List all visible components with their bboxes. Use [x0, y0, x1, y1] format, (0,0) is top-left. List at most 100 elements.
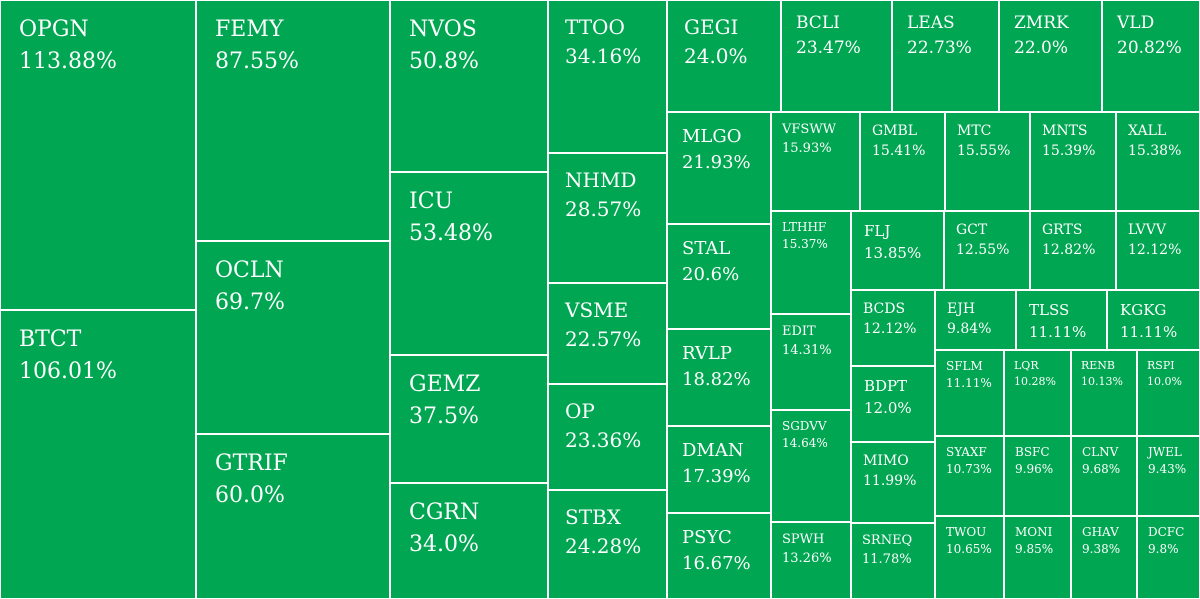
treemap-tile-mtc[interactable]: MTC 15.55%	[945, 112, 1030, 211]
treemap-tile-bdpt[interactable]: BDPT 12.0%	[851, 366, 935, 442]
treemap-tile-xall[interactable]: XALL 15.38%	[1116, 112, 1200, 211]
tile-symbol: GCT	[956, 222, 988, 238]
tile-symbol: LQR	[1014, 359, 1039, 372]
treemap-tile-zmrk[interactable]: ZMRK 22.0%	[999, 0, 1102, 112]
treemap-tile-spwh[interactable]: SPWH 13.26%	[771, 522, 851, 599]
treemap-tile-dman[interactable]: DMAN 17.39%	[667, 426, 771, 513]
tile-symbol: TLSS	[1029, 301, 1070, 319]
treemap-tile-twou[interactable]: TWOU 10.65%	[935, 516, 1004, 599]
tile-change: 20.82%	[1117, 37, 1182, 58]
tile-change: 9.8%	[1148, 542, 1179, 557]
treemap-tile-rvlp[interactable]: RVLP 18.82%	[667, 329, 771, 426]
treemap-tile-btct[interactable]: BTCT 106.01%	[0, 310, 196, 599]
treemap-tile-ttoo[interactable]: TTOO 34.16%	[548, 0, 667, 153]
tile-change: 60.0%	[215, 482, 285, 508]
treemap-tile-kgkg[interactable]: KGKG 11.11%	[1107, 290, 1200, 350]
treemap-tile-opgn[interactable]: OPGN 113.88%	[0, 0, 196, 310]
tile-change: 20.6%	[682, 264, 740, 286]
treemap-tile-nhmd[interactable]: NHMD 28.57%	[548, 153, 667, 283]
tile-change: 69.7%	[215, 289, 285, 315]
treemap-tile-bcds[interactable]: BCDS 12.12%	[851, 290, 935, 366]
tile-symbol: MONI	[1015, 525, 1053, 539]
treemap-tile-vsme[interactable]: VSME 22.57%	[548, 283, 667, 384]
tile-symbol: GRTS	[1042, 222, 1083, 238]
treemap-tile-sgdvv[interactable]: SGDVV 14.64%	[771, 410, 851, 522]
treemap-tile-gemz[interactable]: GEMZ 37.5%	[390, 355, 548, 483]
tile-symbol: PSYC	[682, 527, 732, 548]
treemap-tile-jwel[interactable]: JWEL 9.43%	[1137, 436, 1200, 516]
treemap-tile-dcfc[interactable]: DCFC 9.8%	[1137, 516, 1200, 599]
treemap-tile-vfsww[interactable]: VFSWW 15.93%	[771, 112, 860, 211]
treemap-tile-gegi[interactable]: GEGI 24.0%	[667, 0, 781, 112]
tile-change: 24.0%	[684, 44, 748, 68]
treemap-tile-gtrif[interactable]: GTRIF 60.0%	[196, 434, 390, 599]
tile-change: 87.55%	[215, 48, 299, 74]
tile-symbol: RVLP	[682, 343, 732, 364]
treemap-tile-ejh[interactable]: EJH 9.84%	[935, 290, 1016, 350]
tile-symbol: NVOS	[409, 17, 477, 42]
tile-change: 22.73%	[907, 37, 972, 58]
tile-change: 9.85%	[1015, 542, 1054, 557]
tile-symbol: GHAV	[1082, 525, 1119, 539]
tile-symbol: BCDS	[863, 301, 906, 317]
treemap-tile-vld[interactable]: VLD 20.82%	[1102, 0, 1200, 112]
tile-symbol: RENB	[1081, 359, 1116, 372]
tile-symbol: XALL	[1128, 123, 1167, 139]
tile-symbol: STBX	[565, 505, 621, 529]
treemap-tile-icu[interactable]: ICU 53.48%	[390, 172, 548, 355]
treemap-tile-nvos[interactable]: NVOS 50.8%	[390, 0, 548, 172]
tile-change: 12.0%	[864, 398, 912, 417]
tile-symbol: DMAN	[682, 440, 744, 461]
treemap-tile-leas[interactable]: LEAS 22.73%	[892, 0, 999, 112]
tile-symbol: BDPT	[864, 377, 908, 395]
tile-change: 12.12%	[863, 321, 917, 338]
tile-symbol: SFLM	[946, 359, 983, 373]
treemap-tile-flj[interactable]: FLJ 13.85%	[851, 211, 944, 290]
treemap-tile-mimo[interactable]: MIMO 11.99%	[851, 442, 935, 523]
treemap-tile-op[interactable]: OP 23.36%	[548, 384, 667, 490]
treemap-tile-rspi[interactable]: RSPI 10.0%	[1137, 350, 1200, 436]
treemap-tile-mlgo[interactable]: MLGO 21.93%	[667, 112, 771, 224]
treemap-tile-renb[interactable]: RENB 10.13%	[1071, 350, 1137, 436]
treemap-tile-psyc[interactable]: PSYC 16.67%	[667, 513, 771, 599]
treemap-tile-lqr[interactable]: LQR 10.28%	[1004, 350, 1071, 436]
treemap-tile-tlss[interactable]: TLSS 11.11%	[1016, 290, 1107, 350]
tile-symbol: GEMZ	[409, 372, 481, 397]
tile-change: 28.57%	[565, 197, 642, 221]
tile-symbol: SYAXF	[946, 445, 987, 459]
tile-change: 11.11%	[1120, 322, 1178, 341]
treemap-tile-lthhf[interactable]: LTHHF 15.37%	[771, 211, 851, 314]
treemap-tile-bsfc[interactable]: BSFC 9.96%	[1004, 436, 1071, 516]
treemap-tile-femy[interactable]: FEMY 87.55%	[196, 0, 390, 241]
tile-change: 10.13%	[1081, 374, 1123, 388]
tile-change: 13.85%	[864, 243, 922, 262]
tile-change: 113.88%	[19, 48, 117, 74]
treemap-tile-sflm[interactable]: SFLM 11.11%	[935, 350, 1004, 436]
tile-symbol: SRNEQ	[862, 533, 913, 548]
treemap-tile-syaxf[interactable]: SYAXF 10.73%	[935, 436, 1004, 516]
treemap-tile-clnv[interactable]: CLNV 9.68%	[1071, 436, 1137, 516]
tile-change: 15.55%	[957, 143, 1011, 160]
treemap-tile-stal[interactable]: STAL 20.6%	[667, 224, 771, 329]
treemap-tile-stbx[interactable]: STBX 24.28%	[548, 490, 667, 599]
treemap-tile-bcli[interactable]: BCLI 23.47%	[781, 0, 892, 112]
treemap-tile-grts[interactable]: GRTS 12.82%	[1030, 211, 1116, 290]
tile-symbol: SGDVV	[782, 419, 827, 433]
treemap-tile-moni[interactable]: MONI 9.85%	[1004, 516, 1071, 599]
treemap-tile-lvvv[interactable]: LVVV 12.12%	[1116, 211, 1200, 290]
tile-symbol: MTC	[957, 123, 992, 139]
tile-symbol: ZMRK	[1014, 13, 1069, 33]
treemap-tile-ocln[interactable]: OCLN 69.7%	[196, 241, 390, 434]
treemap-tile-ghav[interactable]: GHAV 9.38%	[1071, 516, 1137, 599]
tile-change: 22.57%	[565, 327, 642, 351]
treemap-tile-edit[interactable]: EDIT 14.31%	[771, 314, 851, 410]
treemap-tile-mnts[interactable]: MNTS 15.39%	[1030, 112, 1116, 211]
tile-symbol: BSFC	[1015, 445, 1050, 459]
treemap-tile-cgrn[interactable]: CGRN 34.0%	[390, 483, 548, 599]
tile-symbol: JWEL	[1148, 445, 1182, 459]
tile-symbol: STAL	[682, 238, 731, 259]
treemap-tile-gct[interactable]: GCT 12.55%	[944, 211, 1030, 290]
treemap-tile-srneq[interactable]: SRNEQ 11.78%	[851, 523, 935, 599]
treemap-tile-gmbl[interactable]: GMBL 15.41%	[860, 112, 945, 211]
tile-symbol: ICU	[409, 189, 454, 214]
